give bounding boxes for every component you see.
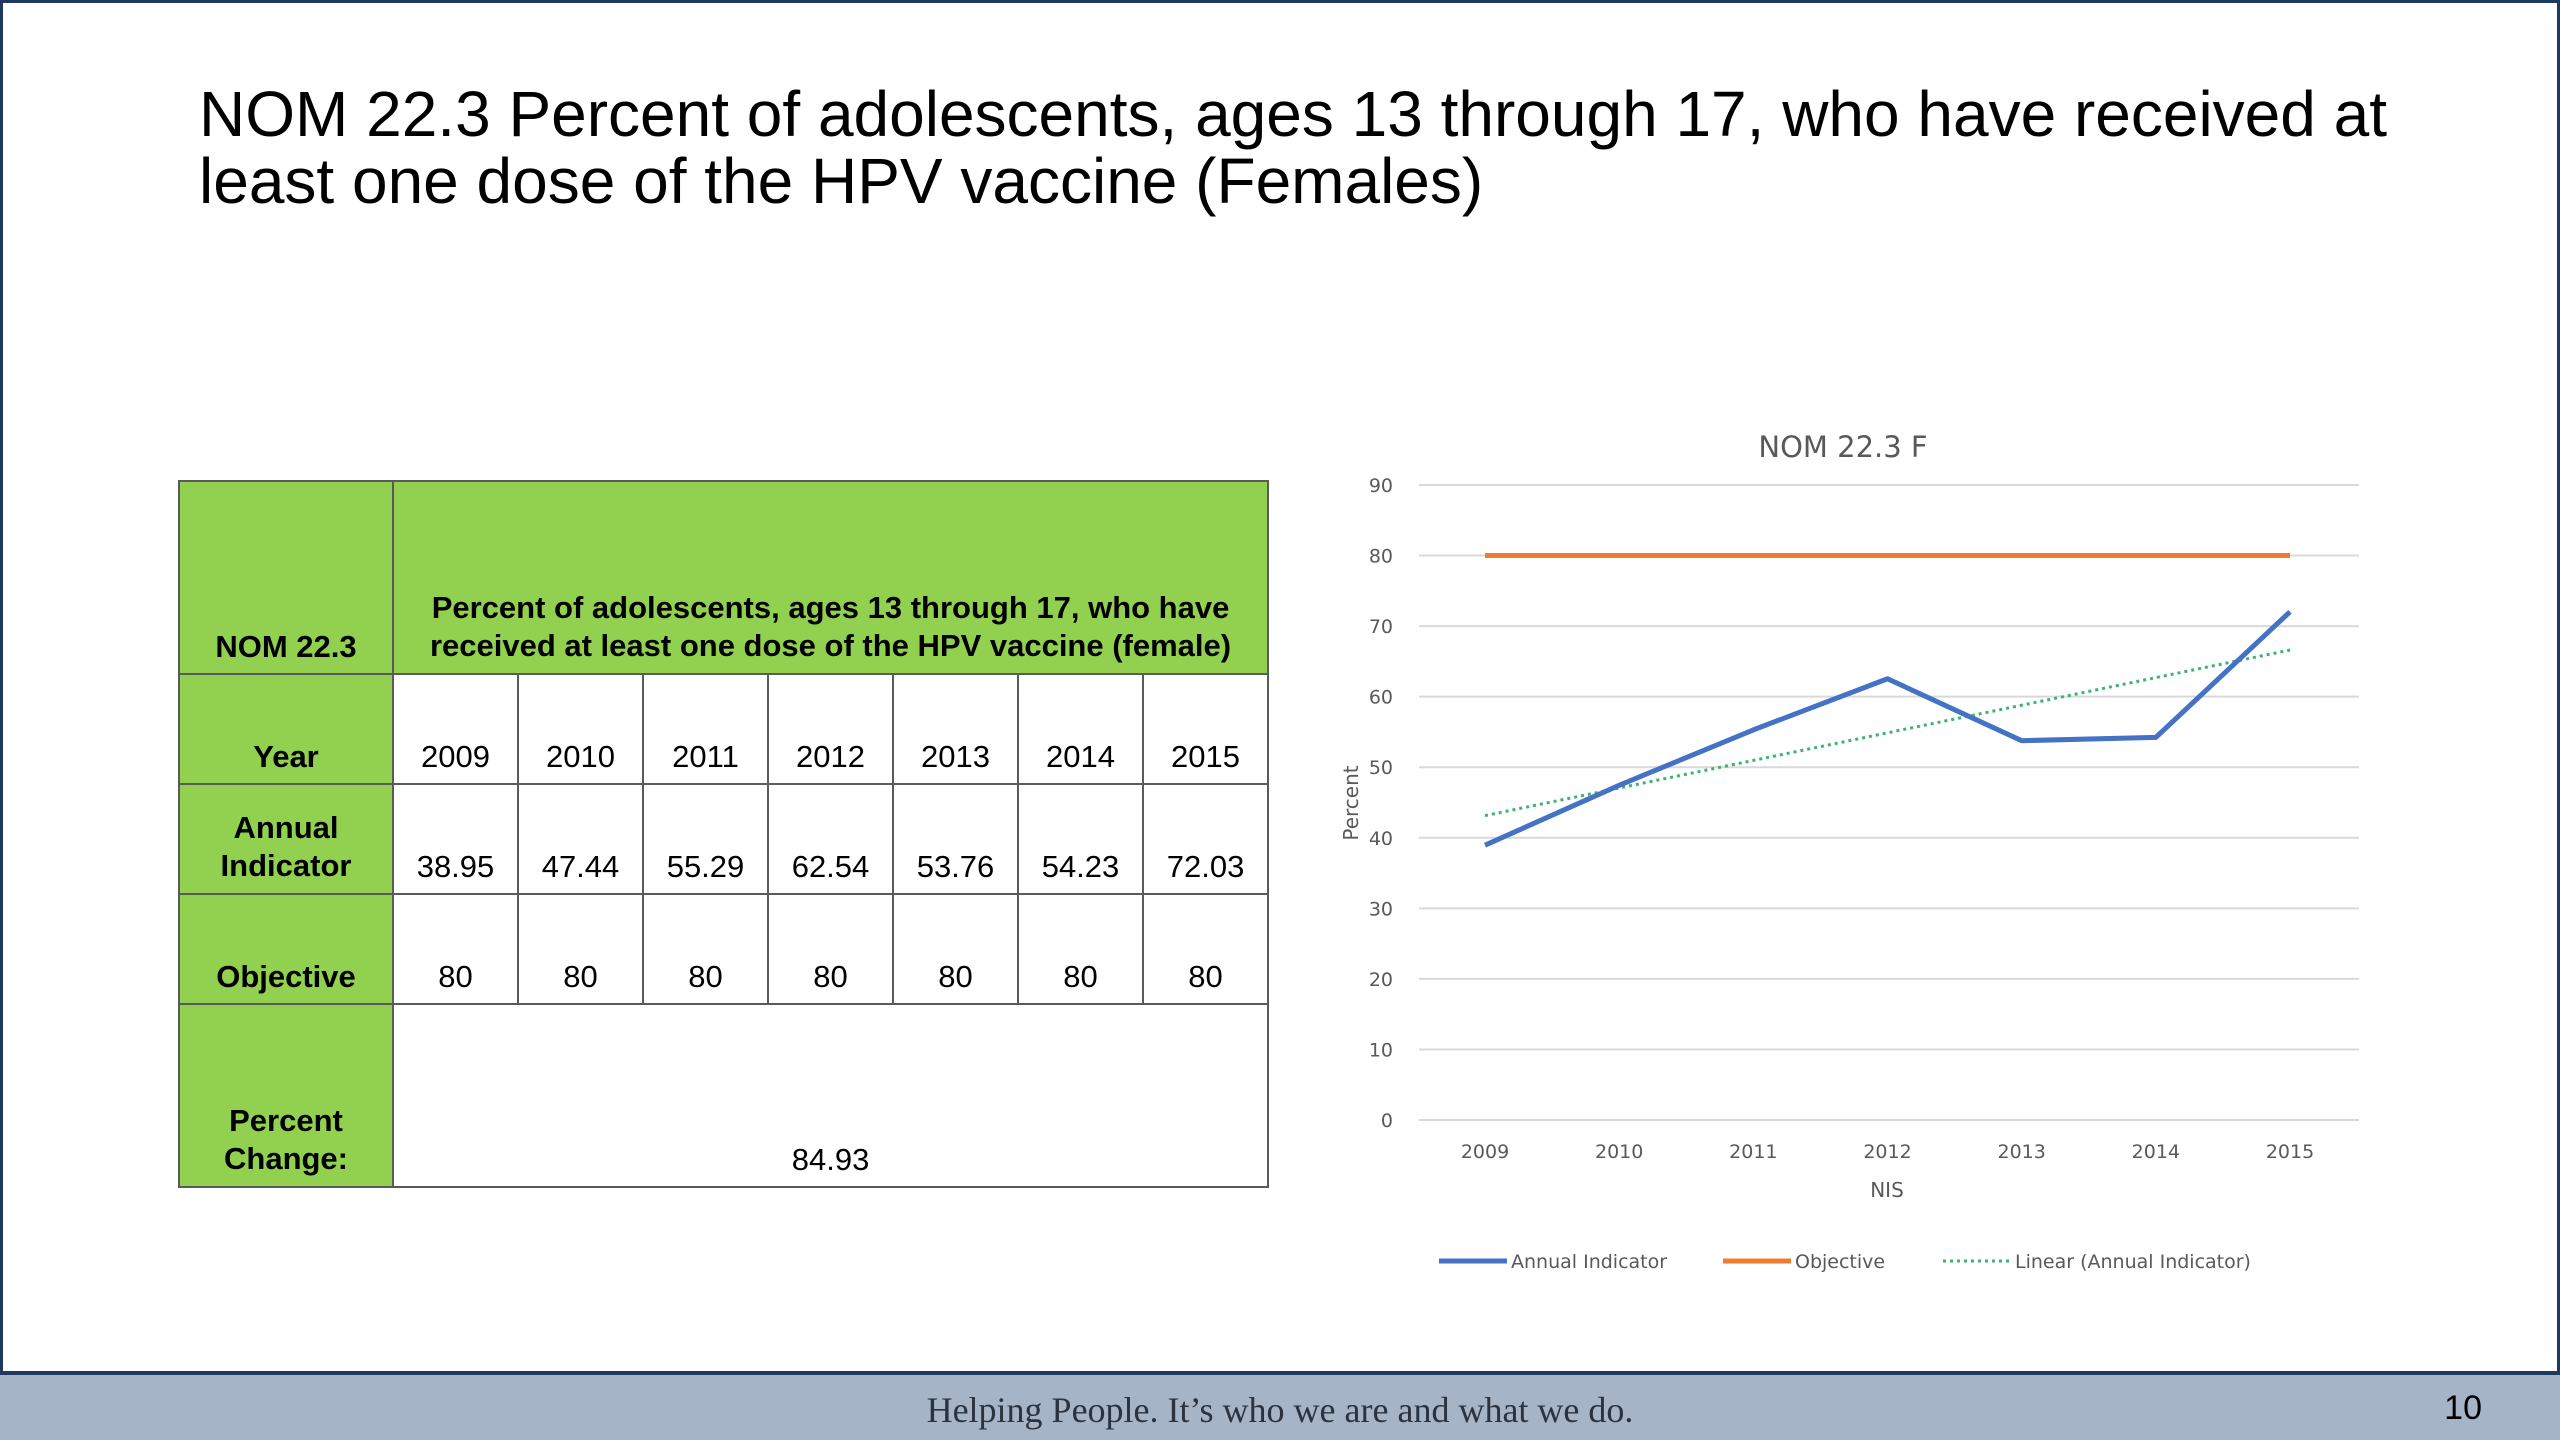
indicator-cell: 38.95 <box>392 783 519 895</box>
chart-gridlines <box>1419 484 2359 1121</box>
year-cell: 2012 <box>767 673 894 785</box>
chart-title: NOM 22.3 F <box>1758 430 1927 464</box>
year-cell: 2010 <box>517 673 644 785</box>
x-tick-label: 2010 <box>1595 1141 1643 1163</box>
y-tick-label: 70 <box>1369 616 1393 638</box>
chart-series <box>1483 553 2292 848</box>
table-row-percent-change: Percent Change: 84.93 <box>178 1003 1270 1188</box>
page-number: 10 <box>2444 1389 2482 1427</box>
indicator-cell: 53.76 <box>892 783 1019 895</box>
table-row-annual-indicator: Annual Indicator 38.95 47.44 55.29 62.54… <box>178 783 1270 895</box>
table-row-objective: Objective 80 80 80 80 80 80 80 <box>178 893 1270 1005</box>
y-axis-ticks: 0 10 20 30 40 50 60 70 80 90 <box>1369 475 1393 1132</box>
x-axis-ticks: 2009 2010 2011 2012 2013 2014 2015 <box>1461 1141 2314 1163</box>
measure-description-cell: Percent of adolescents, ages 13 through … <box>391 480 1270 675</box>
objective-cell: 80 <box>1141 893 1270 1005</box>
year-cell: 2013 <box>892 673 1019 785</box>
objective-cell: 80 <box>892 893 1019 1005</box>
year-cell: 2015 <box>1141 673 1270 785</box>
y-tick-label: 30 <box>1369 898 1393 920</box>
data-table: NOM 22.3 Percent of adolescents, ages 13… <box>178 480 1270 1188</box>
x-axis-label: NIS <box>1870 1178 1904 1202</box>
objective-label-cell: Objective <box>178 893 394 1005</box>
y-tick-label: 60 <box>1369 687 1393 709</box>
legend-label: Annual Indicator <box>1511 1251 1667 1273</box>
y-tick-label: 10 <box>1369 1039 1393 1061</box>
year-cell: 2009 <box>392 673 519 785</box>
indicator-cell: 55.29 <box>642 783 769 895</box>
percent-change-label-cell: Percent Change: <box>178 1003 394 1188</box>
legend-label: Objective <box>1795 1251 1885 1273</box>
year-cell: 2011 <box>642 673 769 785</box>
x-tick-label: 2015 <box>2266 1141 2314 1163</box>
y-tick-label: 90 <box>1369 475 1393 497</box>
objective-cell: 80 <box>642 893 769 1005</box>
objective-cell: 80 <box>767 893 894 1005</box>
x-tick-label: 2009 <box>1461 1141 1509 1163</box>
measure-label-cell: NOM 22.3 <box>178 480 394 675</box>
legend-label: Linear (Annual Indicator) <box>2015 1251 2251 1273</box>
objective-cell: 80 <box>517 893 644 1005</box>
objective-cell: 80 <box>392 893 519 1005</box>
objective-cell: 80 <box>1017 893 1144 1005</box>
y-axis-label: Percent <box>1339 765 1363 840</box>
y-tick-label: 40 <box>1369 828 1393 850</box>
percent-change-value-cell: 84.93 <box>391 1003 1270 1188</box>
indicator-cell: 54.23 <box>1017 783 1144 895</box>
indicator-label-cell: Annual Indicator <box>178 783 394 895</box>
y-tick-label: 50 <box>1369 757 1393 779</box>
y-tick-label: 20 <box>1369 969 1393 991</box>
x-tick-label: 2011 <box>1729 1141 1777 1163</box>
year-label-cell: Year <box>178 673 394 785</box>
y-tick-label: 0 <box>1381 1110 1393 1132</box>
x-tick-label: 2013 <box>1997 1141 2045 1163</box>
chart-legend: Annual Indicator Objective Linear (Annual … <box>1439 1251 2251 1273</box>
year-cell: 2014 <box>1017 673 1144 785</box>
indicator-cell: 47.44 <box>517 783 644 895</box>
x-tick-label: 2012 <box>1863 1141 1911 1163</box>
indicator-cell: 72.03 <box>1141 783 1270 895</box>
footer-bar: Helping People. It’s who we are and what… <box>0 1371 2560 1440</box>
table-header-row: NOM 22.3 Percent of adolescents, ages 13… <box>178 480 1270 675</box>
slide-title: NOM 22.3 Percent of adolescents, ages 13… <box>199 78 2387 217</box>
indicator-cell: 62.54 <box>767 783 894 895</box>
table-row-year: Year 2009 2010 2011 2012 2013 2014 2015 <box>178 673 1270 785</box>
x-tick-label: 2014 <box>2132 1141 2180 1163</box>
series-line-annual-indicator <box>1483 609 2292 848</box>
footer-tagline: Helping People. It’s who we are and what… <box>926 1390 1634 1430</box>
y-tick-label: 80 <box>1369 546 1393 568</box>
